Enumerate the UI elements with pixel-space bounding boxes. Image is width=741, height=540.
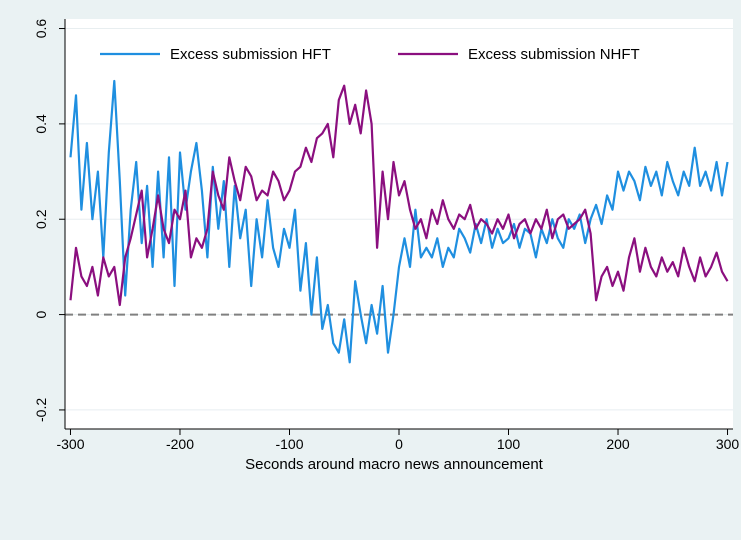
y-tick-label: 0.2	[33, 209, 49, 229]
x-tick-label: 200	[606, 436, 630, 452]
legend-label: Excess submission HFT	[170, 46, 331, 63]
x-tick-label: -200	[166, 436, 194, 452]
x-tick-label: 300	[716, 436, 740, 452]
x-tick-label: -100	[275, 436, 303, 452]
y-tick-label: -0.2	[33, 398, 49, 422]
y-tick-label: 0	[33, 310, 49, 318]
y-tick-label: 0.4	[33, 114, 49, 134]
x-tick-label: 100	[497, 436, 521, 452]
legend: Excess submission HFT Excess submission N…	[100, 46, 640, 63]
y-tick-label: 0.6	[33, 19, 49, 39]
series-line-hft	[69, 79, 729, 364]
legend-label: Excess submission NHFT	[468, 46, 640, 63]
series-line-nhft	[69, 84, 729, 307]
x-tick-label: 0	[395, 436, 403, 452]
axes: -0.2 0 0.2 0.4 0.6 -300 -200 -100 0 100 200 300	[33, 19, 739, 452]
series-layer	[69, 79, 729, 364]
x-axis-title: Seconds around macro news announcement	[245, 456, 544, 473]
x-tick-label: -300	[56, 436, 84, 452]
